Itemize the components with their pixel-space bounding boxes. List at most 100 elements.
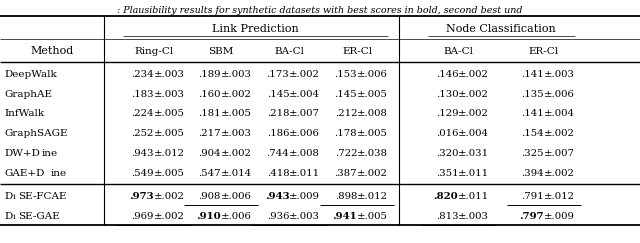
- Text: ±.005: ±.005: [154, 169, 184, 178]
- Text: ±.002: ±.002: [154, 192, 184, 201]
- Text: .224: .224: [131, 109, 154, 119]
- Text: ±.003: ±.003: [154, 69, 184, 79]
- Text: .910: .910: [196, 212, 221, 221]
- Text: .547: .547: [198, 169, 221, 178]
- Text: .820: .820: [434, 192, 458, 201]
- Text: ±.002: ±.002: [544, 129, 575, 139]
- Text: ±.002: ±.002: [221, 149, 252, 158]
- Text: ±.006: ±.006: [357, 69, 388, 79]
- Text: .145: .145: [335, 89, 357, 99]
- Text: ±.009: ±.009: [544, 212, 575, 221]
- Text: ±.031: ±.031: [458, 149, 490, 158]
- Text: ±.008: ±.008: [357, 109, 388, 119]
- Text: GAE+D: GAE+D: [4, 169, 45, 178]
- Text: .212: .212: [335, 109, 357, 119]
- Text: ±.009: ±.009: [289, 192, 320, 201]
- Text: ±.006: ±.006: [221, 212, 252, 221]
- Text: ±.003: ±.003: [154, 89, 184, 99]
- Text: .141: .141: [521, 109, 544, 119]
- Text: .908: .908: [198, 192, 221, 201]
- Text: ±.002: ±.002: [544, 169, 575, 178]
- Text: ±.002: ±.002: [221, 89, 252, 99]
- Text: .146: .146: [436, 69, 458, 79]
- Text: ±.005: ±.005: [357, 129, 388, 139]
- Text: : Plausibility results for synthetic datasets with best scores in bold, second b: : Plausibility results for synthetic dat…: [117, 6, 523, 15]
- Text: .744: .744: [266, 149, 289, 158]
- Text: ±.012: ±.012: [357, 192, 388, 201]
- Text: DeepWalk: DeepWalk: [4, 69, 57, 79]
- Text: ±.006: ±.006: [221, 192, 252, 201]
- Text: SE-GAE: SE-GAE: [19, 212, 60, 221]
- Text: GraphSAGE: GraphSAGE: [4, 129, 68, 139]
- Text: ±.002: ±.002: [357, 169, 388, 178]
- Text: ±.005: ±.005: [154, 109, 184, 119]
- Text: .797: .797: [520, 212, 544, 221]
- Text: ±.012: ±.012: [154, 149, 184, 158]
- Text: .722: .722: [335, 149, 357, 158]
- Text: ±.002: ±.002: [458, 89, 489, 99]
- Text: .791: .791: [522, 192, 544, 201]
- Text: .153: .153: [335, 69, 357, 79]
- Text: ±.002: ±.002: [458, 69, 489, 79]
- Text: ±.003: ±.003: [544, 69, 575, 79]
- Text: SE-FCAE: SE-FCAE: [19, 192, 67, 201]
- Text: ±.014: ±.014: [221, 169, 252, 178]
- Text: ER-Cl: ER-Cl: [529, 46, 559, 56]
- Text: .145: .145: [267, 89, 289, 99]
- Text: .941: .941: [333, 212, 357, 221]
- Text: ±.003: ±.003: [458, 212, 489, 221]
- Text: .154: .154: [522, 129, 544, 139]
- Text: .904: .904: [198, 149, 221, 158]
- Text: Method: Method: [31, 46, 74, 56]
- Text: ±.005: ±.005: [154, 129, 184, 139]
- Text: .141: .141: [521, 69, 544, 79]
- Text: ±.006: ±.006: [289, 129, 320, 139]
- Text: ±.003: ±.003: [221, 69, 252, 79]
- Text: .130: .130: [436, 89, 458, 99]
- Text: .973: .973: [129, 192, 154, 201]
- Text: ±.004: ±.004: [458, 129, 489, 139]
- Text: .016: .016: [436, 129, 458, 139]
- Text: ±.005: ±.005: [221, 109, 252, 119]
- Text: .969: .969: [131, 212, 154, 221]
- Text: ±.007: ±.007: [289, 109, 320, 119]
- Text: .186: .186: [267, 129, 289, 139]
- Text: BA-Cl: BA-Cl: [275, 46, 304, 56]
- Text: .218: .218: [267, 109, 289, 119]
- Text: ±.012: ±.012: [544, 192, 575, 201]
- Text: .351: .351: [436, 169, 458, 178]
- Text: GraphAE: GraphAE: [4, 89, 52, 99]
- Text: ±.004: ±.004: [289, 89, 320, 99]
- Text: .418: .418: [267, 169, 289, 178]
- Text: .181: .181: [198, 109, 221, 119]
- Text: ±.005: ±.005: [357, 89, 388, 99]
- Text: ±.002: ±.002: [458, 109, 489, 119]
- Text: Ring-Cl: Ring-Cl: [134, 46, 173, 56]
- Text: i: i: [13, 213, 15, 221]
- Text: ±.005: ±.005: [357, 212, 388, 221]
- Text: .129: .129: [436, 109, 458, 119]
- Text: .943: .943: [131, 149, 154, 158]
- Text: InfWalk: InfWalk: [4, 109, 45, 119]
- Text: .178: .178: [335, 129, 357, 139]
- Text: .549: .549: [131, 169, 154, 178]
- Text: .160: .160: [198, 89, 221, 99]
- Text: ±.011: ±.011: [289, 169, 321, 178]
- Text: .943: .943: [265, 192, 289, 201]
- Text: .173: .173: [266, 69, 289, 79]
- Text: ine: ine: [51, 169, 67, 178]
- Text: i: i: [13, 193, 15, 201]
- Text: .183: .183: [131, 89, 154, 99]
- Text: .387: .387: [335, 169, 357, 178]
- Text: .252: .252: [131, 129, 154, 139]
- Text: .325: .325: [522, 149, 544, 158]
- Text: .135: .135: [522, 89, 544, 99]
- Text: ±.003: ±.003: [221, 129, 252, 139]
- Text: ±.003: ±.003: [289, 212, 320, 221]
- Text: .394: .394: [522, 169, 544, 178]
- Text: ±.002: ±.002: [154, 212, 184, 221]
- Text: .898: .898: [335, 192, 357, 201]
- Text: ine: ine: [42, 149, 58, 158]
- Text: DW+D: DW+D: [4, 149, 40, 158]
- Text: D: D: [4, 212, 13, 221]
